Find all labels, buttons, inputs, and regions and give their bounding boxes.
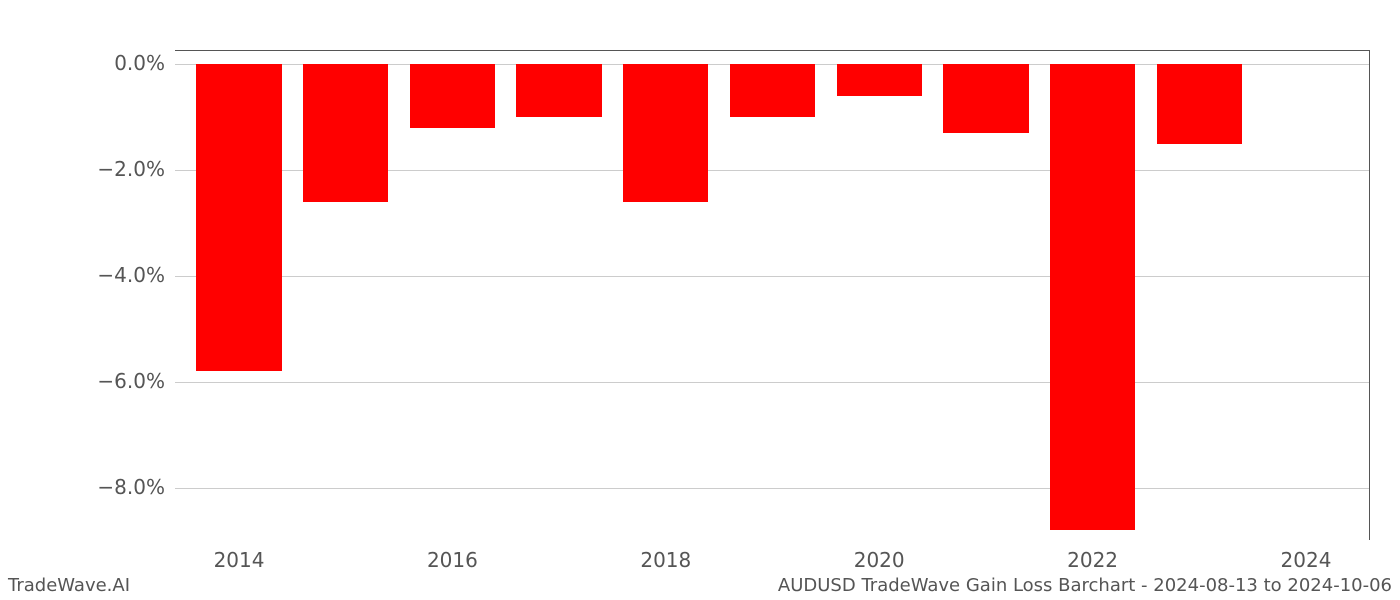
bar: [730, 64, 815, 117]
bar: [1050, 64, 1135, 530]
footer-left-text: TradeWave.AI: [8, 575, 130, 596]
bar: [303, 64, 388, 202]
ytick-label: −8.0%: [97, 475, 165, 499]
bar: [410, 64, 495, 128]
ytick-label: −6.0%: [97, 369, 165, 393]
chart-plot-area: [175, 50, 1370, 540]
xtick-label: 2020: [854, 548, 905, 572]
xtick-label: 2014: [214, 548, 265, 572]
gridline: [175, 488, 1369, 489]
bar: [516, 64, 601, 117]
gridline: [175, 382, 1369, 383]
xtick-label: 2018: [640, 548, 691, 572]
xtick-label: 2022: [1067, 548, 1118, 572]
xtick-label: 2024: [1281, 548, 1332, 572]
gridline: [175, 276, 1369, 277]
bar: [943, 64, 1028, 133]
xtick-label: 2016: [427, 548, 478, 572]
ytick-label: −2.0%: [97, 157, 165, 181]
bar: [623, 64, 708, 202]
bar: [1157, 64, 1242, 143]
bar: [196, 64, 281, 371]
footer-right-text: AUDUSD TradeWave Gain Loss Barchart - 20…: [778, 575, 1392, 596]
bar: [837, 64, 922, 96]
ytick-label: −4.0%: [97, 263, 165, 287]
ytick-label: 0.0%: [114, 51, 165, 75]
